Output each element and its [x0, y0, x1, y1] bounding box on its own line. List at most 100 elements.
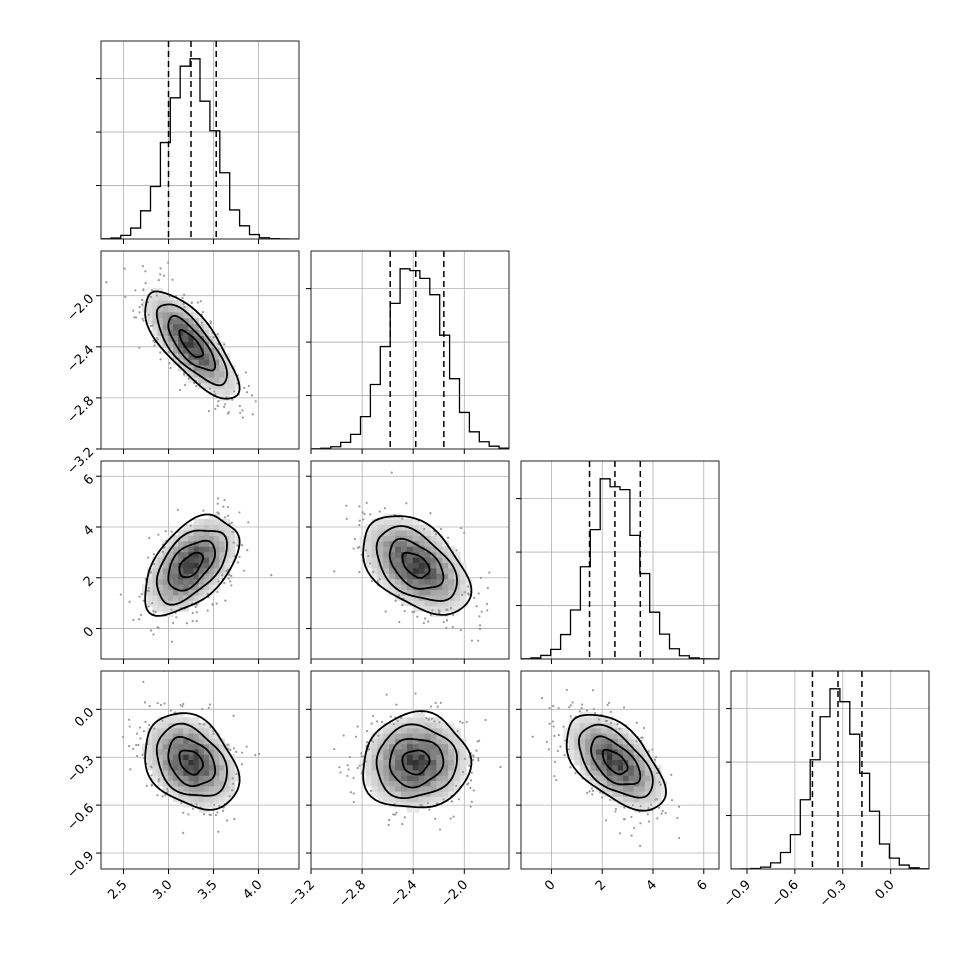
- sample-point: [235, 772, 238, 776]
- density-cell: [224, 376, 231, 384]
- sample-point: [182, 702, 185, 706]
- sample-point: [459, 720, 462, 723]
- contour-level: [577, 723, 654, 799]
- sample-point: [395, 811, 398, 814]
- density-cell: [436, 546, 443, 553]
- sample-point: [147, 556, 150, 559]
- density-cell: [389, 743, 396, 750]
- density-cell: [157, 573, 164, 580]
- density-cell: [574, 748, 581, 755]
- density-cell: [152, 743, 159, 750]
- sample-point: [217, 830, 220, 833]
- density-cell: [178, 790, 184, 797]
- sample-point: [246, 549, 249, 552]
- contour-level: [144, 513, 241, 617]
- density-cell: [460, 594, 467, 601]
- density-cell: [172, 573, 179, 580]
- x-tick-label: −0.9: [721, 877, 754, 910]
- density-cell: [377, 748, 384, 755]
- density-cell: [400, 733, 408, 739]
- density-cell: [633, 790, 640, 797]
- density-cell: [219, 364, 226, 372]
- density-cell: [152, 589, 159, 596]
- density-cell: [219, 764, 226, 771]
- density-cell: [178, 589, 184, 596]
- density-cell: [442, 780, 449, 787]
- density-cell: [436, 743, 443, 750]
- density-cell: [389, 738, 396, 745]
- density-cell: [579, 764, 586, 771]
- contour-level: [155, 303, 228, 387]
- sample-point: [231, 782, 235, 785]
- density-cell: [214, 801, 220, 808]
- density-cell: [167, 733, 174, 739]
- density-cell: [203, 743, 210, 750]
- panel-1-1: [306, 250, 510, 454]
- density-cell: [412, 743, 420, 750]
- density-cell: [595, 775, 602, 782]
- sample-point: [170, 530, 173, 533]
- density-cell: [448, 780, 455, 787]
- density-cell: [590, 769, 597, 776]
- density-cell: [436, 540, 443, 547]
- density-cell: [460, 775, 467, 782]
- sample-point: [651, 748, 654, 751]
- sample-point: [144, 282, 147, 285]
- density-cell: [389, 519, 396, 526]
- density-cell: [655, 780, 662, 787]
- density-cell: [400, 600, 408, 607]
- density-cell: [430, 775, 438, 782]
- density-cell: [152, 722, 159, 729]
- density-cell: [639, 759, 646, 766]
- density-cell: [229, 551, 236, 558]
- y-tick-label: −0.6: [64, 801, 97, 834]
- density-cell: [395, 573, 402, 580]
- density-cell: [219, 801, 226, 808]
- density-cell: [448, 764, 455, 771]
- density-cell: [193, 743, 200, 750]
- density-cell: [214, 535, 220, 542]
- sample-point: [208, 703, 212, 706]
- density-cell: [162, 294, 169, 301]
- density-cell: [377, 733, 384, 739]
- x-tick-label: 2: [593, 877, 609, 893]
- density-cell: [430, 600, 438, 607]
- sample-point: [591, 789, 595, 793]
- sample-point: [647, 806, 650, 810]
- density-cell: [157, 335, 164, 342]
- density-cell: [395, 775, 402, 782]
- density-cell: [152, 748, 159, 755]
- density-cell: [147, 578, 153, 585]
- sample-point: [232, 541, 235, 544]
- sample-point: [429, 705, 433, 708]
- sample-point: [229, 748, 232, 751]
- sample-point: [571, 701, 574, 704]
- density-cell: [617, 775, 624, 782]
- sample-point: [222, 505, 225, 508]
- sample-point: [231, 531, 234, 534]
- density-cell: [436, 594, 443, 601]
- density-cell: [167, 600, 174, 607]
- sample-point: [475, 749, 478, 752]
- sample-point: [134, 289, 137, 292]
- sample-point: [438, 610, 441, 613]
- density-cell: [460, 589, 467, 596]
- density-layer: [122, 671, 261, 835]
- sample-point: [548, 722, 551, 725]
- sample-point: [191, 807, 195, 810]
- density-cell: [448, 790, 455, 797]
- density-cell: [188, 754, 195, 760]
- density-cell: [183, 540, 190, 547]
- sample-point: [195, 803, 198, 806]
- density-cell: [178, 754, 184, 760]
- density-cell: [162, 299, 169, 307]
- density-cell: [400, 727, 408, 734]
- density-cell: [371, 748, 378, 755]
- density-cell: [436, 600, 443, 607]
- density-cell: [383, 775, 390, 782]
- density-cell: [454, 748, 461, 755]
- density-cell: [418, 727, 426, 734]
- density-cell: [400, 524, 408, 531]
- density-cell: [219, 796, 226, 803]
- y-tick-label: 6: [81, 472, 97, 488]
